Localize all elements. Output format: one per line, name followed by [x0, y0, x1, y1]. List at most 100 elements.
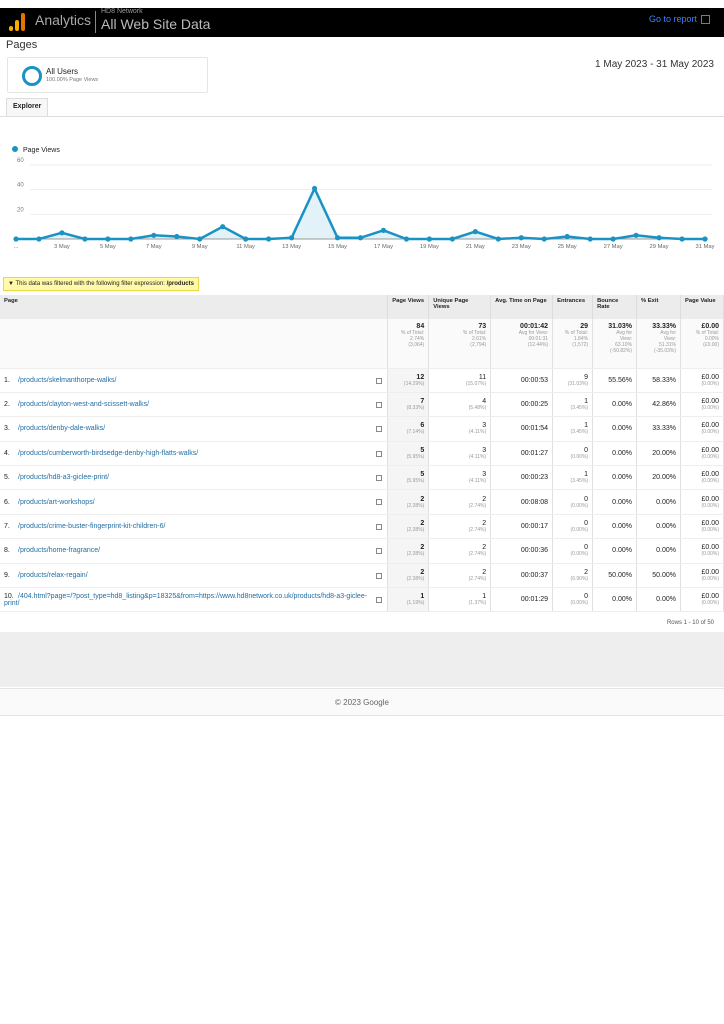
open-page-icon[interactable]: [376, 499, 383, 506]
column-header[interactable]: Unique Page Views: [428, 295, 492, 319]
percent: (4.11%): [469, 429, 487, 436]
bounce-rate-cell: 0.00%: [592, 514, 638, 540]
analytics-logo-icon: [9, 13, 25, 31]
column-header[interactable]: Avg. Time on Page: [490, 295, 554, 319]
open-page-icon[interactable]: [376, 401, 383, 408]
column-header[interactable]: Page Value: [680, 295, 724, 319]
date-range[interactable]: 1 May 2023 - 31 May 2023: [595, 59, 714, 70]
value: £0.00: [701, 544, 719, 552]
row-index: 5.: [4, 474, 10, 482]
page-views-cell: 7 (8.33%): [387, 392, 430, 418]
total-sub: (-50.82%): [610, 348, 633, 354]
percent: (0.00%): [701, 502, 719, 509]
data-point: [449, 236, 455, 242]
column-header[interactable]: Page Views: [387, 295, 430, 319]
value: 5: [420, 446, 425, 454]
page-link[interactable]: /products/skelmanthorpe-walks/: [18, 376, 117, 384]
percent: (4.11%): [469, 453, 487, 460]
column-header[interactable]: % Exit: [636, 295, 681, 319]
page-cell: 6. /products/art-workshops/: [0, 489, 389, 515]
total-value: 84: [416, 323, 425, 330]
open-page-icon[interactable]: [376, 597, 383, 604]
page-link[interactable]: /products/home-fragrance/: [18, 547, 101, 555]
data-point: [702, 236, 708, 242]
page-link[interactable]: /products/denby-dale-walks/: [18, 425, 106, 433]
value: 2: [584, 568, 589, 576]
total-sub: (£0.00): [703, 342, 719, 348]
exit-cell: 33.33%: [636, 416, 681, 442]
table-row: 8./products/home-fragrance/ 2 (2.38%) 2 (2…: [0, 538, 724, 564]
tab-explorer[interactable]: Explorer: [6, 98, 49, 117]
segment-name: All Users: [46, 67, 79, 76]
x-tick-label: 7 May: [146, 244, 162, 250]
avg-time-cell: 00:01:54: [490, 416, 554, 442]
entrances-cell: 1 (3.45%): [552, 392, 594, 418]
open-page-icon[interactable]: [376, 548, 383, 555]
x-tick-label: 19 May: [420, 244, 439, 250]
x-tick-label: 13 May: [282, 244, 301, 250]
total-sub: Avg for: [660, 330, 676, 336]
percent: (2.38%): [406, 551, 425, 558]
avg-time-cell: 00:01:27: [490, 441, 554, 467]
page-link[interactable]: /products/clayton-west-and-scissett-walk…: [18, 401, 150, 409]
percent: (2.38%): [406, 527, 425, 534]
page-link[interactable]: /products/relax-regain/: [18, 571, 88, 579]
rows-count: Rows 1 - 10 of 50: [666, 620, 714, 626]
totals-row: 84% of Total: 2.74% (3,064) 73% of Total: 2.…: [0, 319, 724, 369]
total-sub: View:: [619, 336, 633, 342]
y-tick-label: 60: [17, 158, 24, 164]
page-value-cell: £0.00 (0.00%): [680, 514, 724, 540]
segment-card[interactable]: All Users 100.00% Page Views: [7, 57, 208, 93]
open-page-icon[interactable]: [376, 426, 383, 433]
value: 2: [420, 544, 425, 552]
percent: (8.33%): [406, 405, 425, 412]
column-header[interactable]: Bounce Rate: [592, 295, 638, 319]
page-link[interactable]: /products/hd8-a3-giclee-print/: [18, 474, 110, 482]
page-cell: 2. /products/clayton-west-and-scissett-wa…: [0, 392, 389, 418]
segment-sub: 100.00% Page Views: [46, 77, 99, 83]
open-page-icon[interactable]: [376, 523, 383, 530]
avg-time-cell: 00:01:29: [490, 587, 554, 613]
data-point: [105, 236, 111, 242]
legend-dot-icon: [12, 146, 18, 152]
percent: (15.07%): [465, 380, 487, 387]
percent: (1.37%): [468, 600, 487, 607]
total-sub: 63.10%: [615, 342, 633, 348]
open-page-icon[interactable]: [376, 377, 383, 384]
open-page-icon[interactable]: [376, 475, 383, 482]
exit-cell: 50.00%: [636, 563, 681, 589]
unique-page-views-cell: 2 (2.74%): [428, 514, 492, 540]
column-header[interactable]: Page: [0, 295, 389, 319]
bounce-rate-cell: 0.00%: [592, 587, 638, 613]
page-link[interactable]: /products/cumberworth-birdsedge-denby-hi…: [18, 449, 199, 457]
value: 1: [420, 593, 425, 601]
open-page-icon[interactable]: [376, 572, 383, 579]
totals-blank: [0, 319, 389, 369]
value: 3: [482, 422, 487, 430]
page-link[interactable]: /404.html?page=/?post_type=hd8_listing&p…: [4, 592, 368, 607]
page-views-cell: 5 (5.95%): [387, 441, 430, 467]
table-row: 7. /products/crime-buster-fingerprint-kit…: [0, 514, 724, 540]
page-link[interactable]: /products/crime-buster-fingerprint-kit-c…: [18, 523, 166, 531]
table-row: 3. /products/denby-dale-walks/ 6 (7.14%) 3…: [0, 416, 724, 442]
total-value: £0.00: [701, 323, 719, 330]
open-page-icon[interactable]: [376, 450, 383, 457]
exit-cell: 20.00%: [636, 465, 681, 491]
page-value-cell: £0.00 (0.00%): [680, 392, 724, 418]
bounce-rate-cell: 0.00%: [592, 392, 638, 418]
row-index: 4.: [4, 449, 10, 457]
page-views-chart: 20 40 60... 3 May 5 May 7 May 9 May 11 May 13 Ma…: [13, 158, 715, 250]
column-header[interactable]: Entrances: [552, 295, 594, 319]
go-to-report-link[interactable]: Go to report: [649, 14, 710, 25]
data-point: [311, 185, 318, 192]
data-point: [472, 229, 478, 235]
page-link[interactable]: /products/art-workshops/: [18, 498, 95, 506]
avg-time-cell: 00:00:17: [490, 514, 554, 540]
avg-time-cell: 00:00:53: [490, 368, 554, 393]
filter-notice: ▼ This data was filtered with the follow…: [3, 277, 199, 291]
tab-divider: [0, 116, 724, 117]
data-point: [266, 236, 272, 242]
value: £0.00: [701, 398, 719, 406]
property-name[interactable]: All Web Site Data: [101, 16, 211, 32]
percent: (7.14%): [406, 429, 425, 436]
